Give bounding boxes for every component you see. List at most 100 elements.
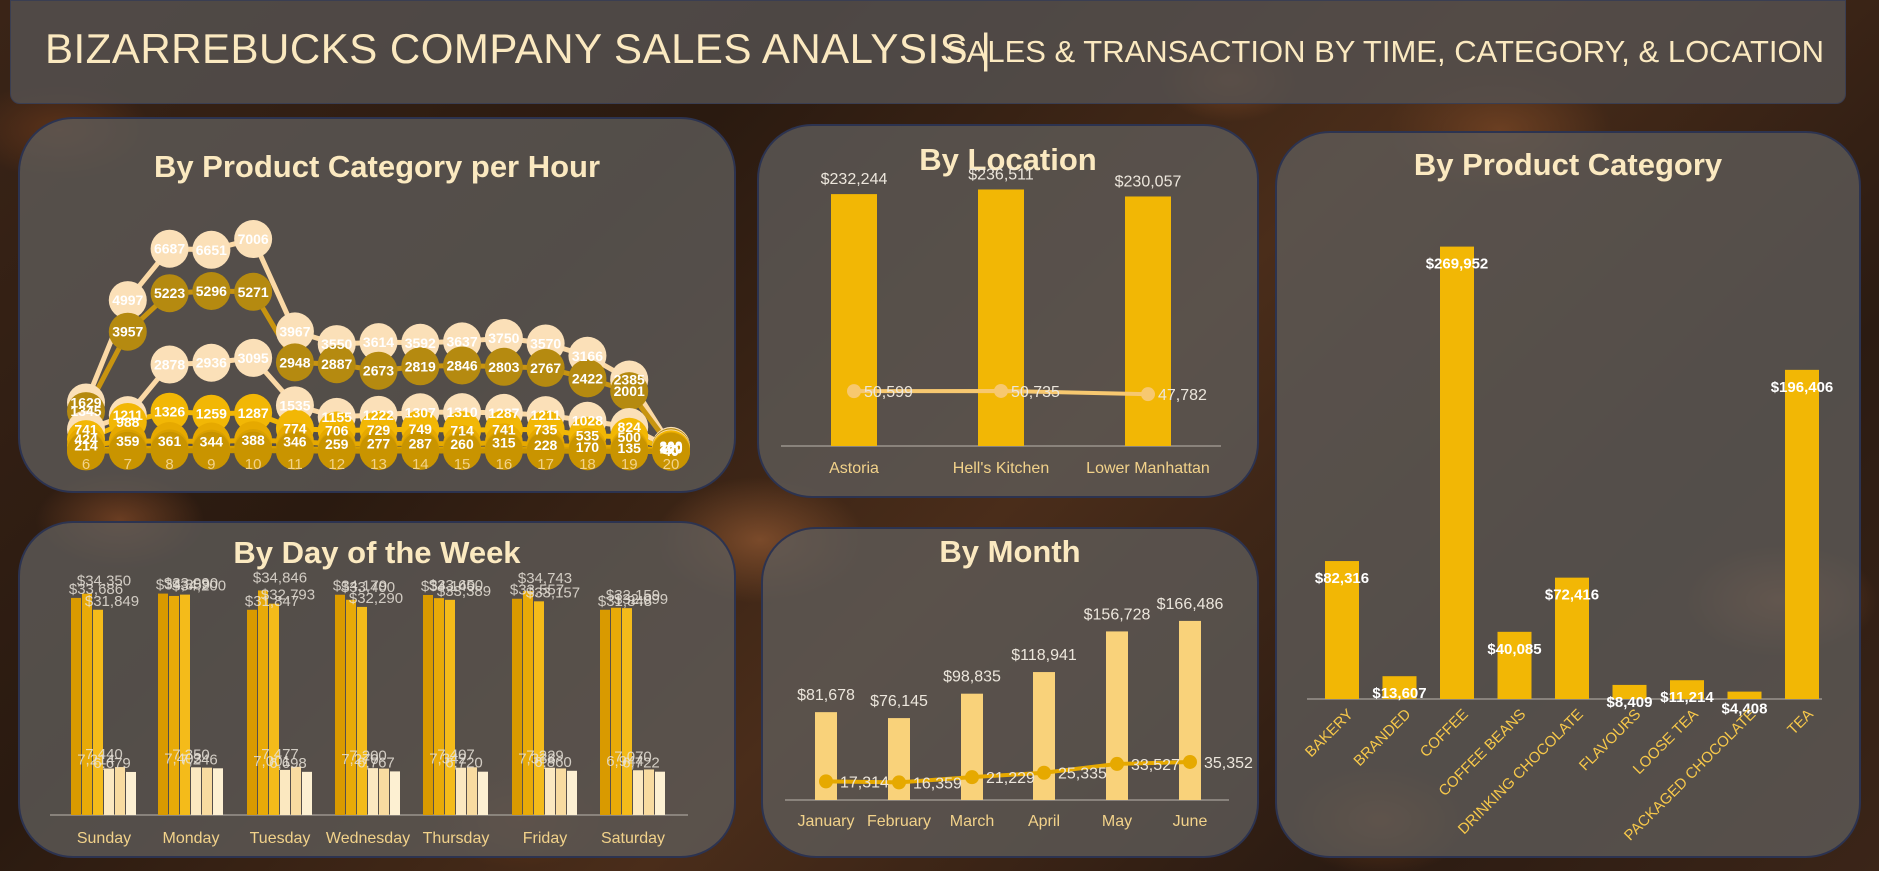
weekday-bar-label: 7,214 (77, 752, 115, 769)
location-transactions-label: 47,782 (1158, 387, 1207, 404)
weekday-bar-label: 7,342 (429, 751, 467, 768)
month-transactions-label: 21,229 (986, 770, 1035, 787)
weekday-bar (445, 599, 455, 815)
weekday-bar (523, 591, 533, 815)
dashboard-title: BIZARREBUCKS COMPANY SALES ANALYSIS | (45, 25, 992, 72)
panel-weekday: By Day of the Week $33,686 $34,350 $31,849… (18, 521, 736, 858)
hourly-data-label: 2385 (614, 371, 645, 387)
weekday-bar-label: $33,557 (510, 582, 564, 599)
hourly-data-label: 706 (325, 423, 349, 439)
location-bar (978, 189, 1024, 446)
month-transactions-line (825, 759, 1191, 785)
location-transactions-point (994, 383, 1008, 398)
hourly-data-label: 361 (158, 433, 182, 449)
weekday-bar-label: $33,389 (437, 583, 491, 600)
hourly-point (150, 229, 189, 268)
hourly-data-label: 344 (200, 434, 224, 450)
hourly-data-label: 277 (367, 436, 391, 452)
hourly-data-label: 2422 (572, 370, 603, 386)
weekday-x-tick: Monday (163, 830, 220, 847)
weekday-bar (478, 771, 488, 815)
hourly-point (150, 274, 189, 313)
hourly-data-label: 3967 (279, 323, 310, 339)
weekday-bar-label: 6,860 (534, 754, 572, 771)
weekday-bar (512, 598, 522, 815)
month-chart: $81,678 January $76,145 February $98,835 Marc… (785, 596, 1253, 830)
category-bar-label: $8,409 (1607, 694, 1653, 711)
hourly-data-label: 3750 (488, 330, 519, 346)
month-bar-label: $76,145 (870, 693, 928, 710)
month-x-tick: May (1102, 813, 1132, 830)
weekday-bar-label: $32,159 (606, 587, 660, 604)
weekday-bar (291, 766, 301, 815)
location-bar (831, 194, 877, 446)
hourly-data-label: 1326 (154, 404, 185, 420)
month-x-tick: January (798, 813, 855, 830)
panel-location: By Location $232,244 Astoria $236,511 Hell'… (757, 124, 1259, 498)
weekday-x-tick: Sunday (77, 830, 131, 847)
hourly-point (108, 312, 147, 351)
hourly-point (275, 431, 314, 470)
hourly-x-tick: 12 (328, 456, 345, 473)
weekday-bar-label: $34,359 (156, 577, 210, 594)
location-bar-label: $232,244 (821, 171, 888, 188)
month-transactions-label: 17,314 (840, 774, 889, 791)
month-transactions-label: 33,527 (1131, 757, 1180, 774)
weekday-bar (545, 767, 555, 815)
weekday-bar (82, 593, 92, 815)
weekday-bar (567, 770, 577, 815)
weekday-bar-label: $34,200 (172, 578, 226, 595)
month-x-tick: March (950, 813, 994, 830)
hourly-point (401, 431, 440, 470)
month-bar (1106, 631, 1128, 800)
location-transactions-label: 50,735 (1011, 384, 1060, 401)
hourly-data-label: 2846 (446, 357, 477, 373)
weekday-x-tick: Thursday (423, 830, 490, 847)
weekday-x-tick: Saturday (601, 830, 665, 847)
hourly-point (443, 432, 482, 471)
hourly-point (192, 230, 231, 269)
hourly-data-label: 774 (283, 420, 307, 436)
month-bar (1179, 620, 1201, 800)
category-bar (1497, 631, 1532, 699)
hourly-data-label: 5296 (196, 283, 227, 299)
weekday-bar (622, 608, 632, 815)
hourly-data-label: 1287 (488, 405, 519, 421)
weekday-bar-label: 7,246 (180, 751, 218, 768)
hourly-data-label: 1155 (322, 409, 353, 425)
hourly-point (67, 432, 105, 471)
hourly-data-label: 3637 (446, 333, 477, 349)
hourly-point (275, 343, 314, 382)
hourly-data-label: 1222 (363, 407, 394, 423)
hourly-point (234, 220, 273, 259)
weekday-x-tick: Friday (523, 830, 567, 847)
weekday-bar-label: 6,944 (606, 753, 644, 770)
hourly-data-label: 1345 (70, 403, 101, 419)
month-transactions-label: 16,359 (913, 775, 962, 792)
month-transactions-point (1183, 754, 1197, 769)
hourly-data-label: 1535 (279, 397, 310, 413)
category-bar-label: $11,214 (1660, 689, 1714, 706)
hourly-point (275, 312, 314, 351)
hourly-point (234, 393, 273, 432)
month-transactions-point (819, 774, 833, 789)
weekday-bar (423, 594, 433, 815)
hourly-data-label: 2803 (488, 359, 519, 375)
hourly-data-label: 3550 (321, 336, 352, 352)
hourly-data-label: 3095 (238, 350, 269, 366)
hourly-data-label: 388 (241, 432, 265, 448)
weekday-bar-label: $33,990 (164, 575, 218, 592)
hourly-data-label: 749 (409, 421, 433, 437)
weekday-bar-label: $32,793 (261, 587, 315, 604)
hourly-data-label: 535 (576, 428, 600, 444)
weekday-bar (71, 597, 81, 815)
month-transactions-point (1110, 756, 1124, 771)
weekday-bar-label: $31,849 (85, 593, 139, 610)
category-chart-title: By Product Category (1413, 147, 1723, 182)
month-transactions-label: 25,335 (1058, 766, 1107, 783)
hourly-data-label: 135 (618, 440, 642, 456)
month-bar-label: $81,678 (797, 687, 855, 704)
hourly-point (234, 338, 273, 377)
weekday-bar-label: 6,679 (93, 755, 131, 772)
hourly-data-label: 2673 (363, 363, 394, 379)
